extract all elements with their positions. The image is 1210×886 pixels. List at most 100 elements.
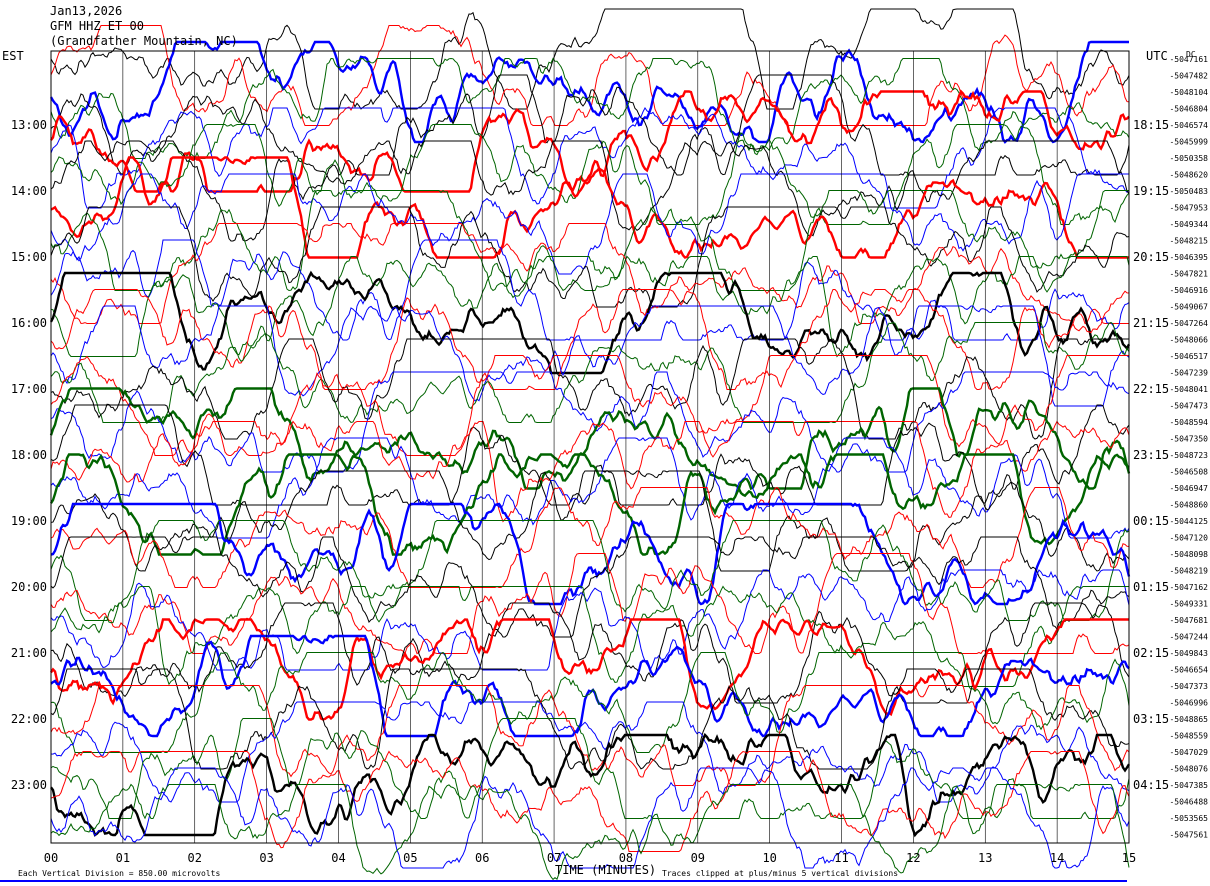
dc-offset-label: -5047482 xyxy=(1169,72,1208,81)
seismic-trace xyxy=(50,502,1131,606)
dc-offset-label: -5046508 xyxy=(1169,468,1208,477)
left-hour-label: 16:00 xyxy=(11,316,47,330)
dc-offset-label: -5048860 xyxy=(1169,501,1208,510)
dc-offset-label: -5046395 xyxy=(1169,253,1208,262)
dc-offset-label: -5047161 xyxy=(1169,55,1208,64)
seismic-trace xyxy=(50,173,1129,275)
right-hour-label: 20:15 xyxy=(1133,250,1169,264)
right-hour-label: 04:15 xyxy=(1133,778,1169,792)
dc-offset-label: -5048620 xyxy=(1169,171,1208,180)
seismic-trace xyxy=(50,206,1130,308)
dc-offset-label: -5047239 xyxy=(1169,369,1208,378)
dc-offset-label: -5047264 xyxy=(1169,319,1208,328)
dc-offset-label: -5049067 xyxy=(1169,303,1208,312)
dc-offset-label: -5048559 xyxy=(1169,732,1208,741)
x-tick-label: 05 xyxy=(403,851,417,865)
right-timezone-label: UTC xyxy=(1146,49,1168,63)
seismic-trace xyxy=(50,520,1130,621)
dc-offset-label: -5047373 xyxy=(1169,682,1208,691)
right-hour-label: 19:15 xyxy=(1133,184,1169,198)
seismic-trace xyxy=(49,270,1131,375)
dc-offset-label: -5048215 xyxy=(1169,237,1208,246)
dc-offset-label: -5047561 xyxy=(1169,831,1208,840)
header-location: (Grandfather Mountain, NC) xyxy=(50,34,238,48)
left-hour-label: 22:00 xyxy=(11,712,47,726)
dc-offset-label: -5047953 xyxy=(1169,204,1208,213)
seismic-trace xyxy=(49,453,1130,556)
seismic-trace xyxy=(50,89,1130,193)
left-hour-label: 20:00 xyxy=(11,580,47,594)
seismic-trace xyxy=(50,783,1130,881)
dc-offset-label: -5048865 xyxy=(1169,715,1208,724)
minute-gridlines xyxy=(122,51,1058,843)
dc-offset-label: -5047473 xyxy=(1169,402,1208,411)
seismic-trace xyxy=(50,420,1130,523)
dc-offset-label: -5046517 xyxy=(1169,352,1208,361)
dc-offset-label: -5046574 xyxy=(1169,121,1208,130)
dc-offset-label: -5047385 xyxy=(1169,781,1208,790)
seismic-trace xyxy=(49,617,1129,721)
dc-offset-label: -5053565 xyxy=(1169,814,1208,823)
x-tick-label: 00 xyxy=(44,851,58,865)
header-date: Jan13,2026 xyxy=(50,4,122,18)
seismic-trace xyxy=(50,371,1130,473)
seismic-trace xyxy=(50,321,1130,424)
left-hour-label: 19:00 xyxy=(11,514,47,528)
seismic-trace xyxy=(50,239,1130,341)
right-hour-label: 18:15 xyxy=(1133,118,1169,132)
seismic-trace xyxy=(50,701,1130,803)
left-hour-labels: 13:00 14:00 15:00 16:00 17:00 18:00 19:00 20:00… xyxy=(11,118,47,792)
seismic-trace xyxy=(50,255,1130,358)
seismic-trace xyxy=(50,355,1129,456)
left-hour-label: 17:00 xyxy=(11,382,47,396)
seismic-trace xyxy=(50,189,1129,292)
dc-offset-label: -5047120 xyxy=(1169,534,1208,543)
dc-offset-label: -5045999 xyxy=(1169,138,1208,147)
right-hour-label: 21:15 xyxy=(1133,316,1169,330)
x-tick-label: 06 xyxy=(475,851,489,865)
left-hour-label: 15:00 xyxy=(11,250,47,264)
right-hour-labels: 18:15 19:15 20:15 21:15 22:15 23:15 00:15 01:15… xyxy=(1133,118,1169,792)
seismic-trace xyxy=(50,767,1130,869)
seismic-trace xyxy=(50,486,1130,588)
dc-offset-label: -5047821 xyxy=(1169,270,1208,279)
seismic-trace xyxy=(50,123,1130,225)
seismic-trace xyxy=(50,718,1130,820)
x-tick-label: 01 xyxy=(116,851,130,865)
x-tick-label: 09 xyxy=(691,851,705,865)
x-axis-title: TIME (MINUTES) xyxy=(555,863,656,877)
dc-offset-label: -5048219 xyxy=(1169,567,1208,576)
seismic-trace xyxy=(50,651,1130,753)
dc-offset-label: -5048594 xyxy=(1169,418,1208,427)
right-hour-label: 02:15 xyxy=(1133,646,1169,660)
left-hour-label: 23:00 xyxy=(11,778,47,792)
dc-offset-label: -5049331 xyxy=(1169,600,1208,609)
x-tick-label: 15 xyxy=(1122,851,1136,865)
left-hour-label: 21:00 xyxy=(11,646,47,660)
seismic-trace xyxy=(50,732,1131,838)
x-tick-label: 03 xyxy=(259,851,273,865)
dc-offset-label: -5050483 xyxy=(1169,187,1208,196)
left-hour-label: 18:00 xyxy=(11,448,47,462)
x-tick-label: 07 xyxy=(547,851,561,865)
seismic-trace xyxy=(50,404,1130,506)
right-hour-label: 22:15 xyxy=(1133,382,1169,396)
left-timezone-label: EST xyxy=(2,49,24,63)
right-hour-label: 03:15 xyxy=(1133,712,1169,726)
footer-clip-note: Traces clipped at plus/minus 5 vertical … xyxy=(662,869,898,878)
seismic-trace xyxy=(50,156,1129,259)
dc-offset-label: -5048723 xyxy=(1169,451,1208,460)
seismic-trace xyxy=(50,553,1130,655)
dc-offset-label: -5046804 xyxy=(1169,105,1208,114)
left-hour-label: 14:00 xyxy=(11,184,47,198)
dc-offset-label: -5046996 xyxy=(1169,699,1208,708)
dc-offset-labels: -5047161 -5047482 -5048104 -5046804 -5046574… xyxy=(1169,55,1208,840)
x-tick-label: 10 xyxy=(762,851,776,865)
seismic-trace xyxy=(50,223,1129,325)
dc-offset-label: -5044125 xyxy=(1169,517,1208,526)
dc-offset-label: -5048076 xyxy=(1169,765,1208,774)
x-tick-label: 04 xyxy=(331,851,345,865)
dc-offset-label: -5048104 xyxy=(1169,88,1208,97)
dc-offset-header: DC xyxy=(1186,50,1196,59)
